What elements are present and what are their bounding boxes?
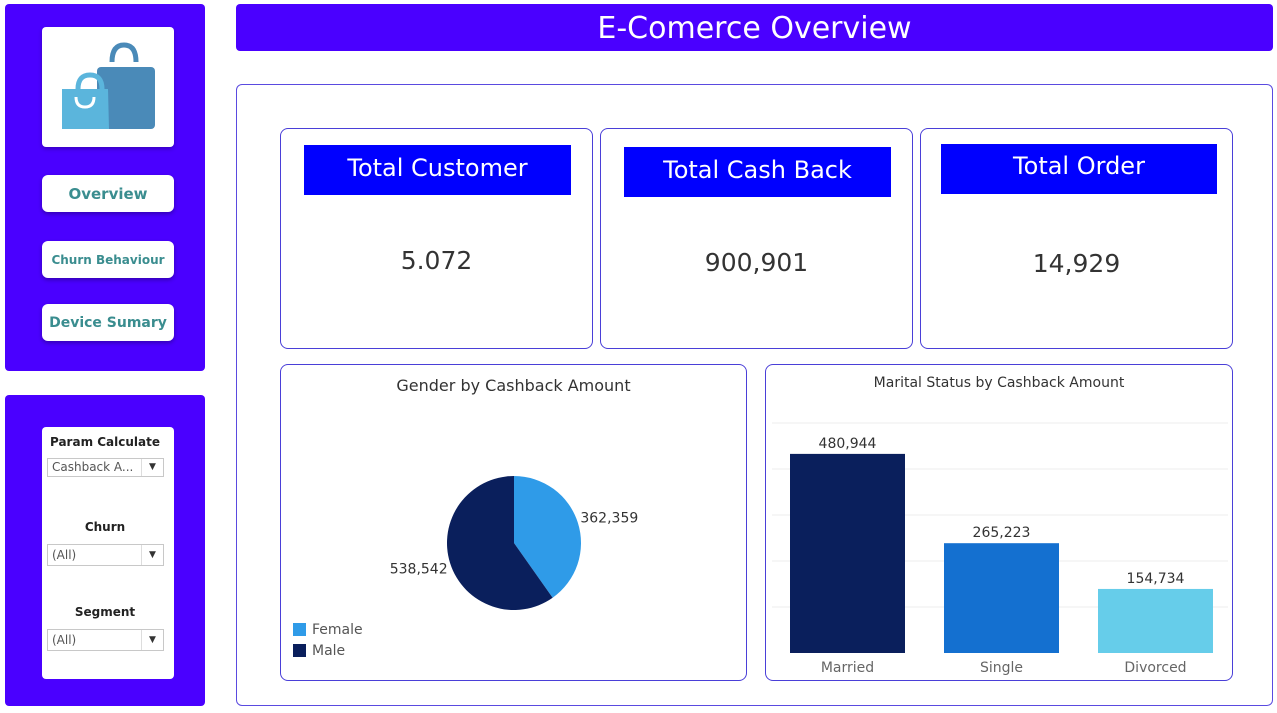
bar-divorced[interactable] xyxy=(1098,588,1213,653)
legend-item-male: Male xyxy=(293,640,363,661)
param-calculate-label: Param Calculate xyxy=(49,435,161,449)
bar-value-label-divorced: 154,734 xyxy=(1127,571,1185,587)
kpi-card-total-cash-back: Total Cash Back 900,901 xyxy=(600,128,913,349)
chevron-down-icon: ▼ xyxy=(141,459,163,476)
chevron-down-icon: ▼ xyxy=(141,630,163,650)
logo-card xyxy=(42,27,174,147)
kpi-value-total-customer: 5.072 xyxy=(400,246,473,275)
legend-swatch-female xyxy=(293,623,306,636)
param-calculate-select[interactable]: Cashback A... ▼ xyxy=(47,458,164,477)
chevron-down-icon: ▼ xyxy=(141,545,163,565)
nav-device-sumary-button[interactable]: Device Sumary xyxy=(42,304,174,341)
legend-swatch-male xyxy=(293,644,306,657)
kpi-value-total-order: 14,929 xyxy=(1032,249,1121,278)
segment-filter-value: (All) xyxy=(52,633,77,647)
bar-category-label-married: Married xyxy=(821,660,874,676)
pie-label-male: 538,542 xyxy=(390,561,448,577)
kpi-title-total-cash-back: Total Cash Back xyxy=(624,147,891,197)
nav-device-sumary-label: Device Sumary xyxy=(49,314,167,331)
gender-chart-title: Gender by Cashback Amount xyxy=(396,376,631,395)
bar-single[interactable] xyxy=(944,543,1059,653)
kpi-card-total-order: Total Order 14,929 xyxy=(920,128,1233,349)
legend-label-female: Female xyxy=(312,621,363,638)
legend-label-male: Male xyxy=(312,642,346,659)
pie-slice-male[interactable] xyxy=(446,476,553,610)
segment-filter-select[interactable]: (All) ▼ xyxy=(47,629,164,651)
shopping-bags-logo-icon xyxy=(62,42,155,129)
kpi-card-total-customer: Total Customer 5.072 xyxy=(280,128,593,349)
pie-slice-female[interactable] xyxy=(514,476,581,598)
churn-filter-select[interactable]: (All) ▼ xyxy=(47,544,164,566)
nav-overview-button[interactable]: Overview xyxy=(42,175,174,212)
kpi-value-total-cash-back: 900,901 xyxy=(704,248,809,277)
kpi-title-total-order: Total Order xyxy=(941,144,1217,194)
marital-bar-chart: 480,944 Married 265,223 Single 154,734 Divorc… xyxy=(772,422,1228,676)
bar-category-label-single: Single xyxy=(980,660,1023,676)
nav-churn-behaviour-label: Churn Behaviour xyxy=(51,252,165,267)
nav-overview-label: Overview xyxy=(68,184,148,203)
legend-item-female: Female xyxy=(293,619,363,640)
churn-filter-label: Churn xyxy=(84,520,126,534)
gender-pie-chart: 362,359 538,542 xyxy=(390,476,638,610)
bar-value-label-married: 480,944 xyxy=(819,436,877,452)
page-title: E-Comerce Overview xyxy=(236,4,1273,51)
bar-married[interactable] xyxy=(790,453,905,653)
gender-cashback-chart-card: Gender by Cashback Amount 362,359 538,542… xyxy=(280,364,747,681)
param-calculate-value: Cashback A... xyxy=(52,460,134,474)
gender-legend: Female Male xyxy=(293,619,363,661)
marital-chart-title: Marital Status by Cashback Amount xyxy=(873,375,1125,391)
kpi-title-total-customer: Total Customer xyxy=(304,145,571,195)
nav-churn-behaviour-button[interactable]: Churn Behaviour xyxy=(42,241,174,278)
bar-category-label-divorced: Divorced xyxy=(1124,660,1186,676)
filter-card: Param Calculate Cashback A... ▼ Churn (A… xyxy=(42,427,174,679)
marital-cashback-chart-card: Marital Status by Cashback Amount 480,94… xyxy=(765,364,1233,681)
churn-filter-value: (All) xyxy=(52,548,77,562)
segment-filter-label: Segment xyxy=(74,605,136,619)
pie-label-female: 362,359 xyxy=(580,511,638,527)
bar-value-label-single: 265,223 xyxy=(973,525,1031,541)
